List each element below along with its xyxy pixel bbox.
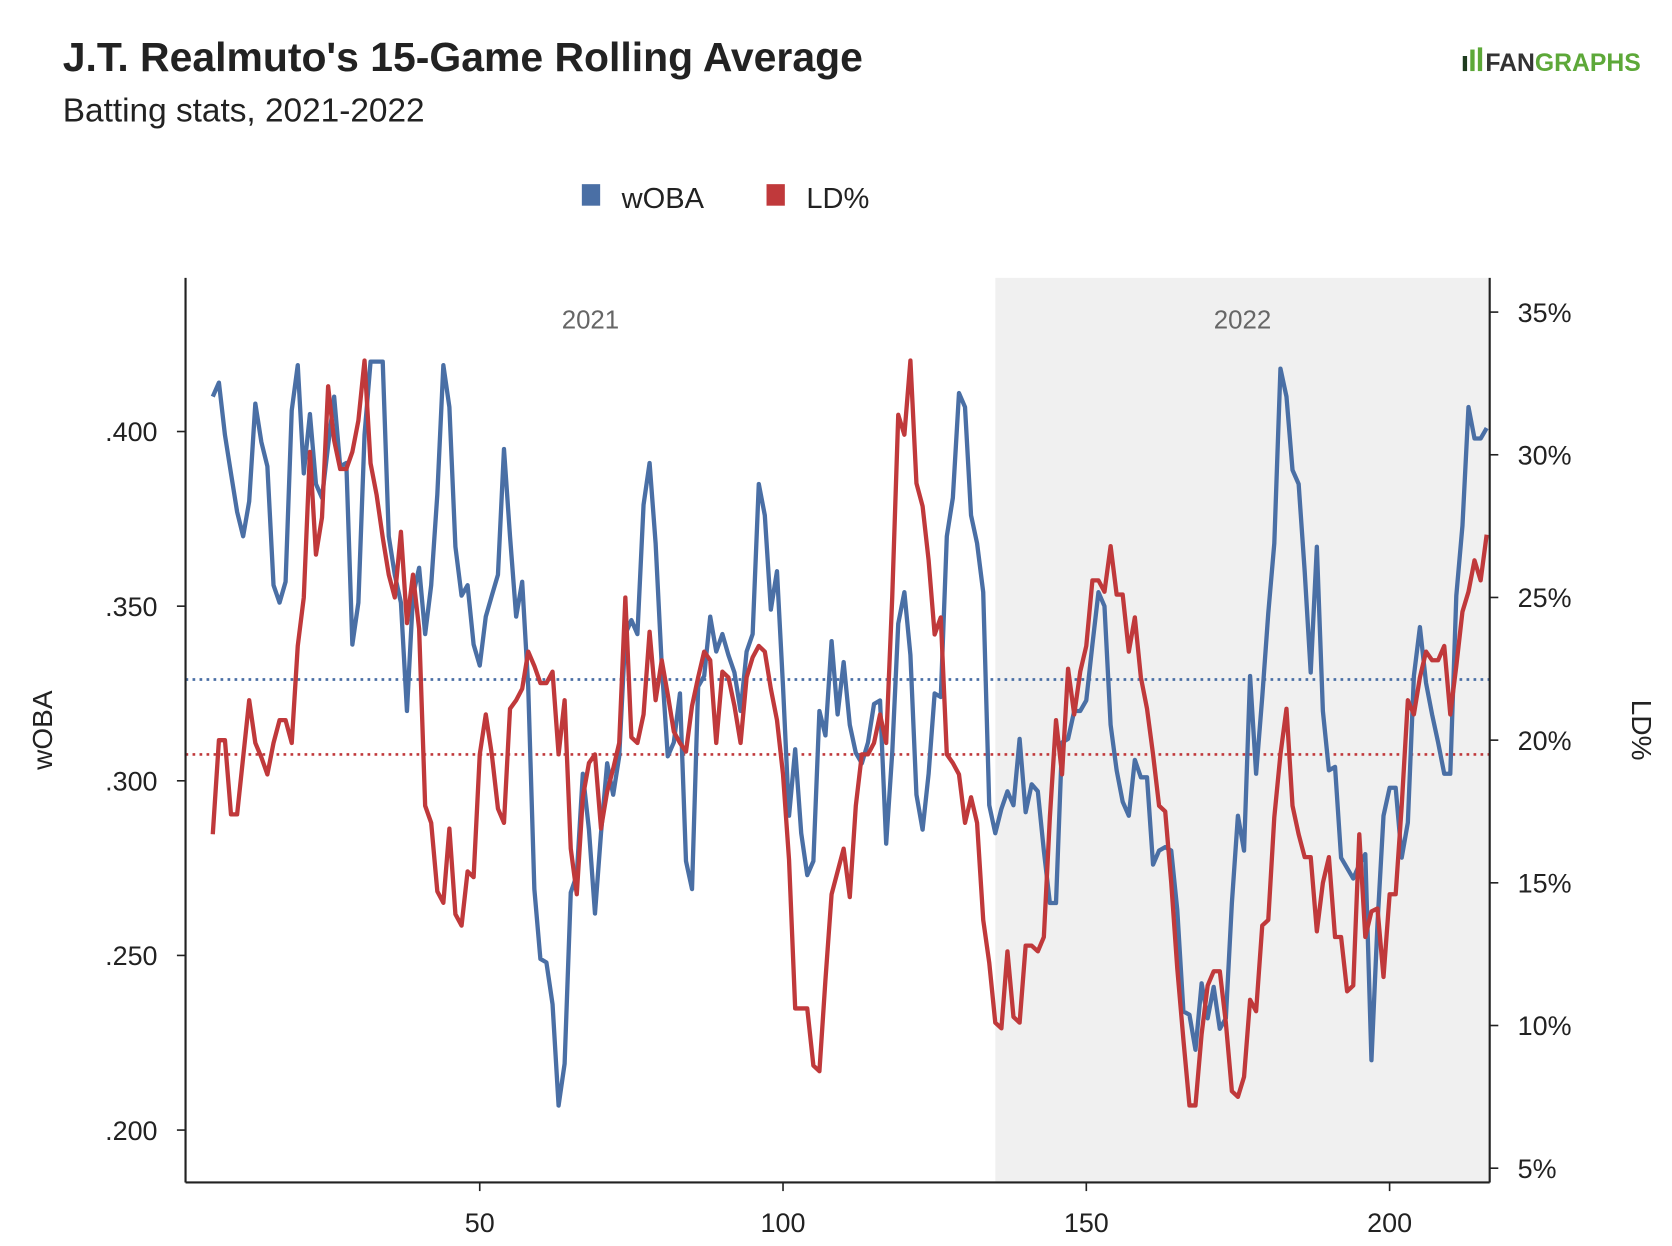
- y2-tick-label: 10%: [1518, 1011, 1572, 1041]
- y-tick-label: .200: [105, 1116, 157, 1146]
- x-tick-label: 50: [465, 1208, 495, 1238]
- legend-swatch: [766, 184, 785, 206]
- logo-part: GRAPHS: [1535, 50, 1641, 77]
- y2-tick-label: 35%: [1518, 298, 1572, 328]
- x-tick-label: 200: [1367, 1208, 1412, 1238]
- legend-label: wOBA: [621, 183, 705, 215]
- y2-tick-label: 30%: [1518, 440, 1572, 470]
- legend-swatch: [581, 184, 601, 206]
- x-tick-label: 100: [761, 1208, 806, 1238]
- chart-title: J.T. Realmuto's 15-Game Rolling Average: [63, 34, 863, 80]
- series-line: [210, 358, 1489, 1108]
- y2-axis-label: LD%: [1626, 700, 1657, 761]
- logo: FANGRAPHS: [1462, 47, 1641, 77]
- y2-tick-label: 5%: [1518, 1154, 1557, 1184]
- logo-bar: [1470, 49, 1475, 72]
- logo-text: FANGRAPHS: [1485, 50, 1640, 77]
- y-tick-label: .400: [105, 417, 157, 447]
- y-axis-label: wOBA: [27, 690, 58, 771]
- y-tick-label: .350: [105, 592, 157, 622]
- logo-part: FAN: [1485, 50, 1534, 77]
- logo-bar: [1477, 47, 1483, 72]
- y2-tick-label: 15%: [1518, 869, 1572, 899]
- y-tick-label: .300: [105, 766, 157, 796]
- chart-subtitle: Batting stats, 2021-2022: [63, 93, 425, 130]
- y2-tick-label: 20%: [1518, 726, 1572, 756]
- y-tick-label: .250: [105, 941, 157, 971]
- series-line: [210, 359, 1489, 1108]
- legend-label: LD%: [806, 183, 869, 215]
- season-label: 2022: [1214, 306, 1271, 334]
- y2-tick-label: 25%: [1518, 583, 1572, 613]
- logo-bar: [1462, 56, 1468, 72]
- x-tick-label: 150: [1064, 1208, 1109, 1238]
- season-label: 2021: [562, 306, 619, 334]
